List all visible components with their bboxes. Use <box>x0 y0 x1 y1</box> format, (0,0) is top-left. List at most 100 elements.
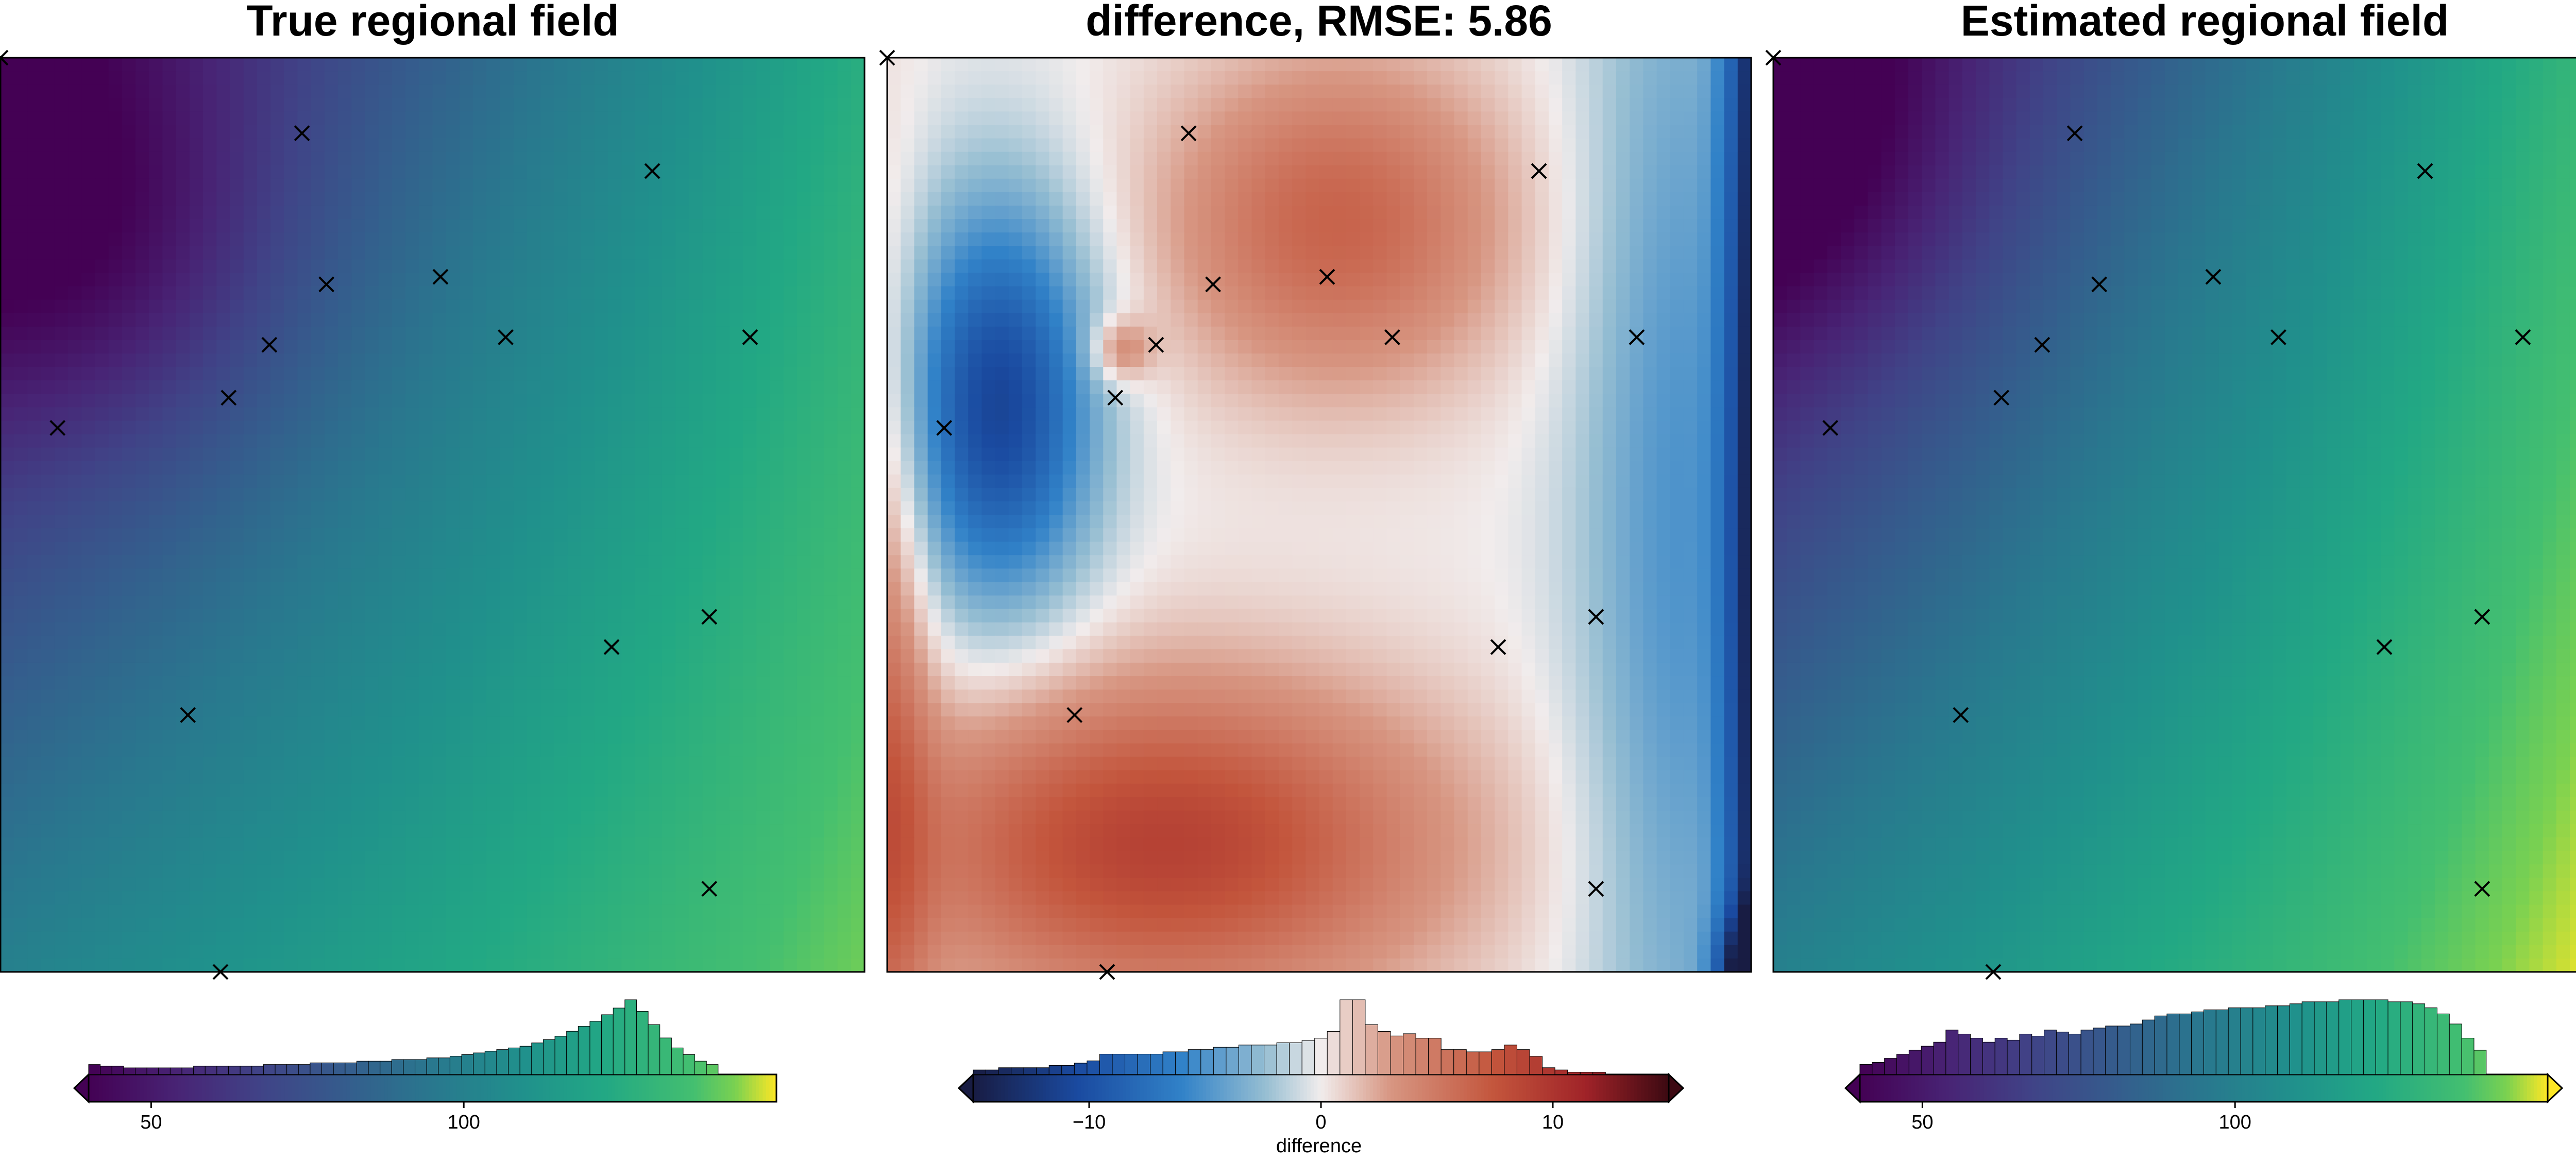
heatmap-cell <box>837 246 852 260</box>
heatmap-cell <box>459 542 473 556</box>
heatmap-cell <box>783 111 798 126</box>
heatmap-cell <box>27 837 42 852</box>
heatmap-cell <box>459 582 473 596</box>
heatmap-cell <box>311 447 325 462</box>
heatmap-cell <box>837 878 852 892</box>
heatmap-cell <box>540 434 555 448</box>
colorbar-swatch <box>223 1074 227 1102</box>
heatmap-cell <box>527 797 541 811</box>
heatmap-cell <box>540 515 555 529</box>
histogram-bar <box>356 1061 369 1075</box>
heatmap-cell <box>338 609 352 623</box>
heatmap-cell <box>540 837 555 852</box>
heatmap-cell <box>1508 98 1522 112</box>
heatmap-cell <box>95 367 109 381</box>
heatmap-cell <box>540 152 555 166</box>
heatmap-cell <box>716 407 730 422</box>
heatmap-cell <box>54 273 69 287</box>
heatmap-cell <box>567 246 582 260</box>
heatmap-cell <box>338 434 352 448</box>
heatmap-cell <box>824 783 838 798</box>
heatmap-cell <box>27 380 42 395</box>
heatmap-cell <box>95 232 109 247</box>
heatmap-cell <box>500 421 514 435</box>
heatmap-cell <box>486 635 501 650</box>
heatmap-cell <box>54 219 69 233</box>
colorbar-swatch <box>322 1074 327 1102</box>
heatmap-cell <box>297 703 312 717</box>
heatmap-cell <box>743 810 757 825</box>
heatmap-cell <box>1022 85 1037 99</box>
heatmap-cell <box>635 878 649 892</box>
heatmap-cell <box>432 568 447 583</box>
heatmap-cell <box>1710 111 1725 126</box>
heatmap-cell <box>810 58 825 72</box>
sample-point-marker <box>0 49 9 66</box>
heatmap-cell <box>149 635 163 650</box>
heatmap-cell <box>887 98 901 112</box>
heatmap-cell <box>770 434 784 448</box>
heatmap-cell <box>216 71 231 85</box>
heatmap-cell <box>486 690 501 704</box>
heatmap-cell <box>716 340 730 354</box>
colorbar-swatch <box>556 1074 561 1102</box>
heatmap-cell <box>594 434 608 448</box>
heatmap-cell <box>648 273 663 287</box>
heatmap-cell <box>243 703 258 717</box>
heatmap-cell <box>540 380 555 395</box>
heatmap-cell <box>743 407 757 422</box>
heatmap-cell <box>513 246 528 260</box>
heatmap-cell <box>621 138 636 153</box>
heatmap-cell <box>927 125 942 139</box>
heatmap-cell <box>108 394 123 408</box>
sample-point-marker <box>212 964 229 980</box>
heatmap-cell <box>662 125 676 139</box>
heatmap-cell <box>27 878 42 892</box>
heatmap-cell <box>1 662 14 677</box>
heatmap-cell <box>581 474 595 489</box>
heatmap-cell <box>783 205 798 220</box>
heatmap-cell <box>500 299 514 314</box>
heatmap-cell <box>419 326 433 341</box>
heatmap-cell <box>257 125 271 139</box>
heatmap-cell <box>702 219 717 233</box>
heatmap-cell <box>95 178 109 193</box>
heatmap-cell <box>270 716 285 731</box>
colorbar-swatch <box>570 1074 574 1102</box>
heatmap-cell <box>378 528 393 542</box>
heatmap-cell <box>716 353 730 367</box>
heatmap-cell <box>567 205 582 220</box>
heatmap-cell <box>14 622 28 636</box>
heatmap-cell <box>810 864 825 879</box>
heatmap-cell <box>796 219 811 233</box>
heatmap-cell <box>41 662 55 677</box>
heatmap-cell <box>81 542 96 556</box>
heatmap-cell <box>635 178 649 193</box>
heatmap-cell <box>581 58 595 72</box>
heatmap-cell <box>419 192 433 206</box>
heatmap-cell <box>689 945 703 959</box>
heatmap-cell <box>783 98 798 112</box>
heatmap-cell <box>230 756 244 771</box>
heatmap-cell <box>567 837 582 852</box>
heatmap-cell <box>14 864 28 879</box>
heatmap-cell <box>621 85 636 99</box>
heatmap-cell <box>419 931 433 946</box>
heatmap-cell <box>365 286 379 300</box>
heatmap-cell <box>162 394 177 408</box>
heatmap-cell <box>338 58 352 72</box>
heatmap-cell <box>162 568 177 583</box>
heatmap-cell <box>554 690 568 704</box>
heatmap-cell <box>527 676 541 690</box>
heatmap-cell <box>122 138 136 153</box>
heatmap-cell <box>1062 111 1077 126</box>
heatmap-cell <box>662 542 676 556</box>
heatmap-cell <box>500 487 514 502</box>
heatmap-cell <box>135 259 150 274</box>
colorbar-swatch <box>508 1074 512 1102</box>
heatmap-cell <box>648 71 663 85</box>
heatmap-cell <box>270 918 285 932</box>
heatmap-cell <box>716 837 730 852</box>
heatmap-cell <box>594 165 608 179</box>
heatmap-cell <box>608 85 622 99</box>
